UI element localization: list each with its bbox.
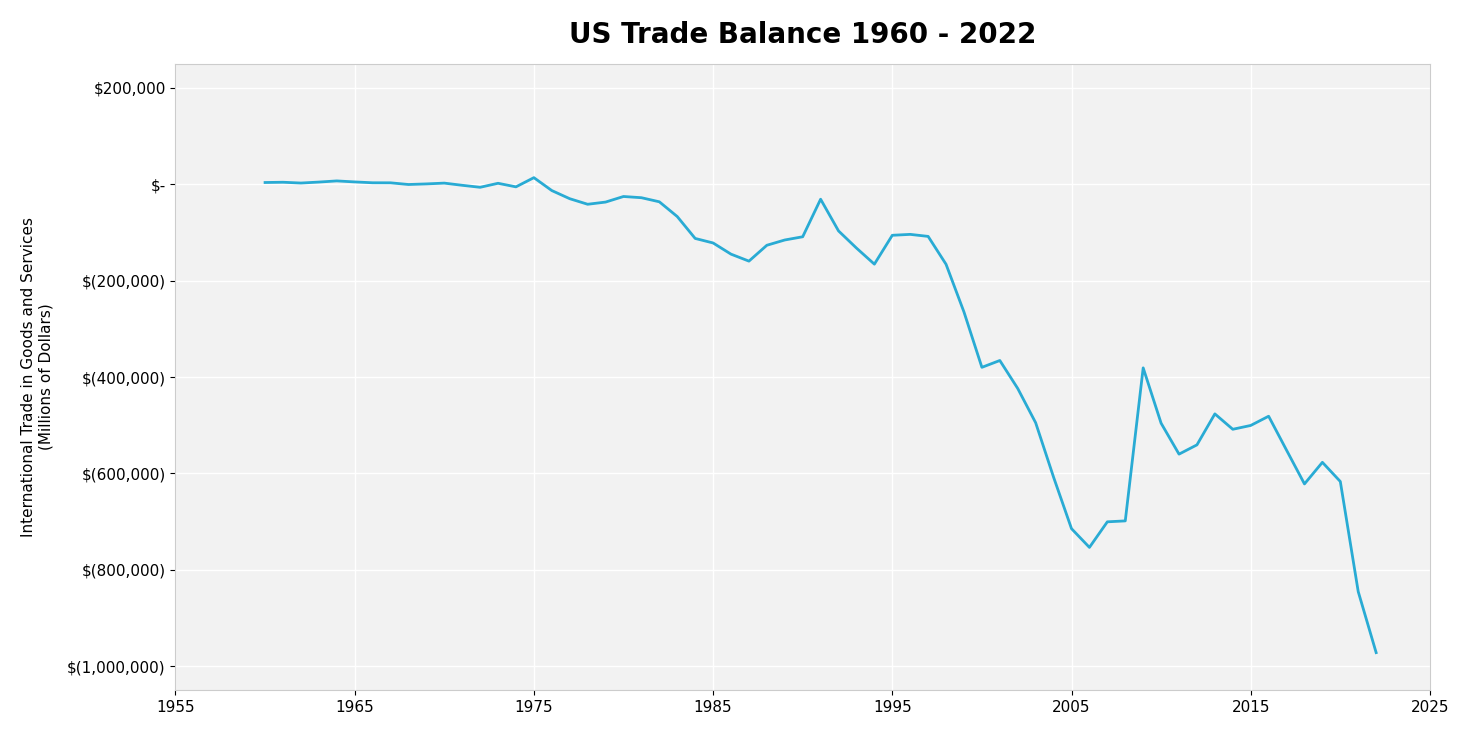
Title: US Trade Balance 1960 - 2022: US Trade Balance 1960 - 2022 bbox=[569, 21, 1036, 49]
Y-axis label: International Trade in Goods and Services
(Millions of Dollars): International Trade in Goods and Service… bbox=[21, 217, 53, 537]
